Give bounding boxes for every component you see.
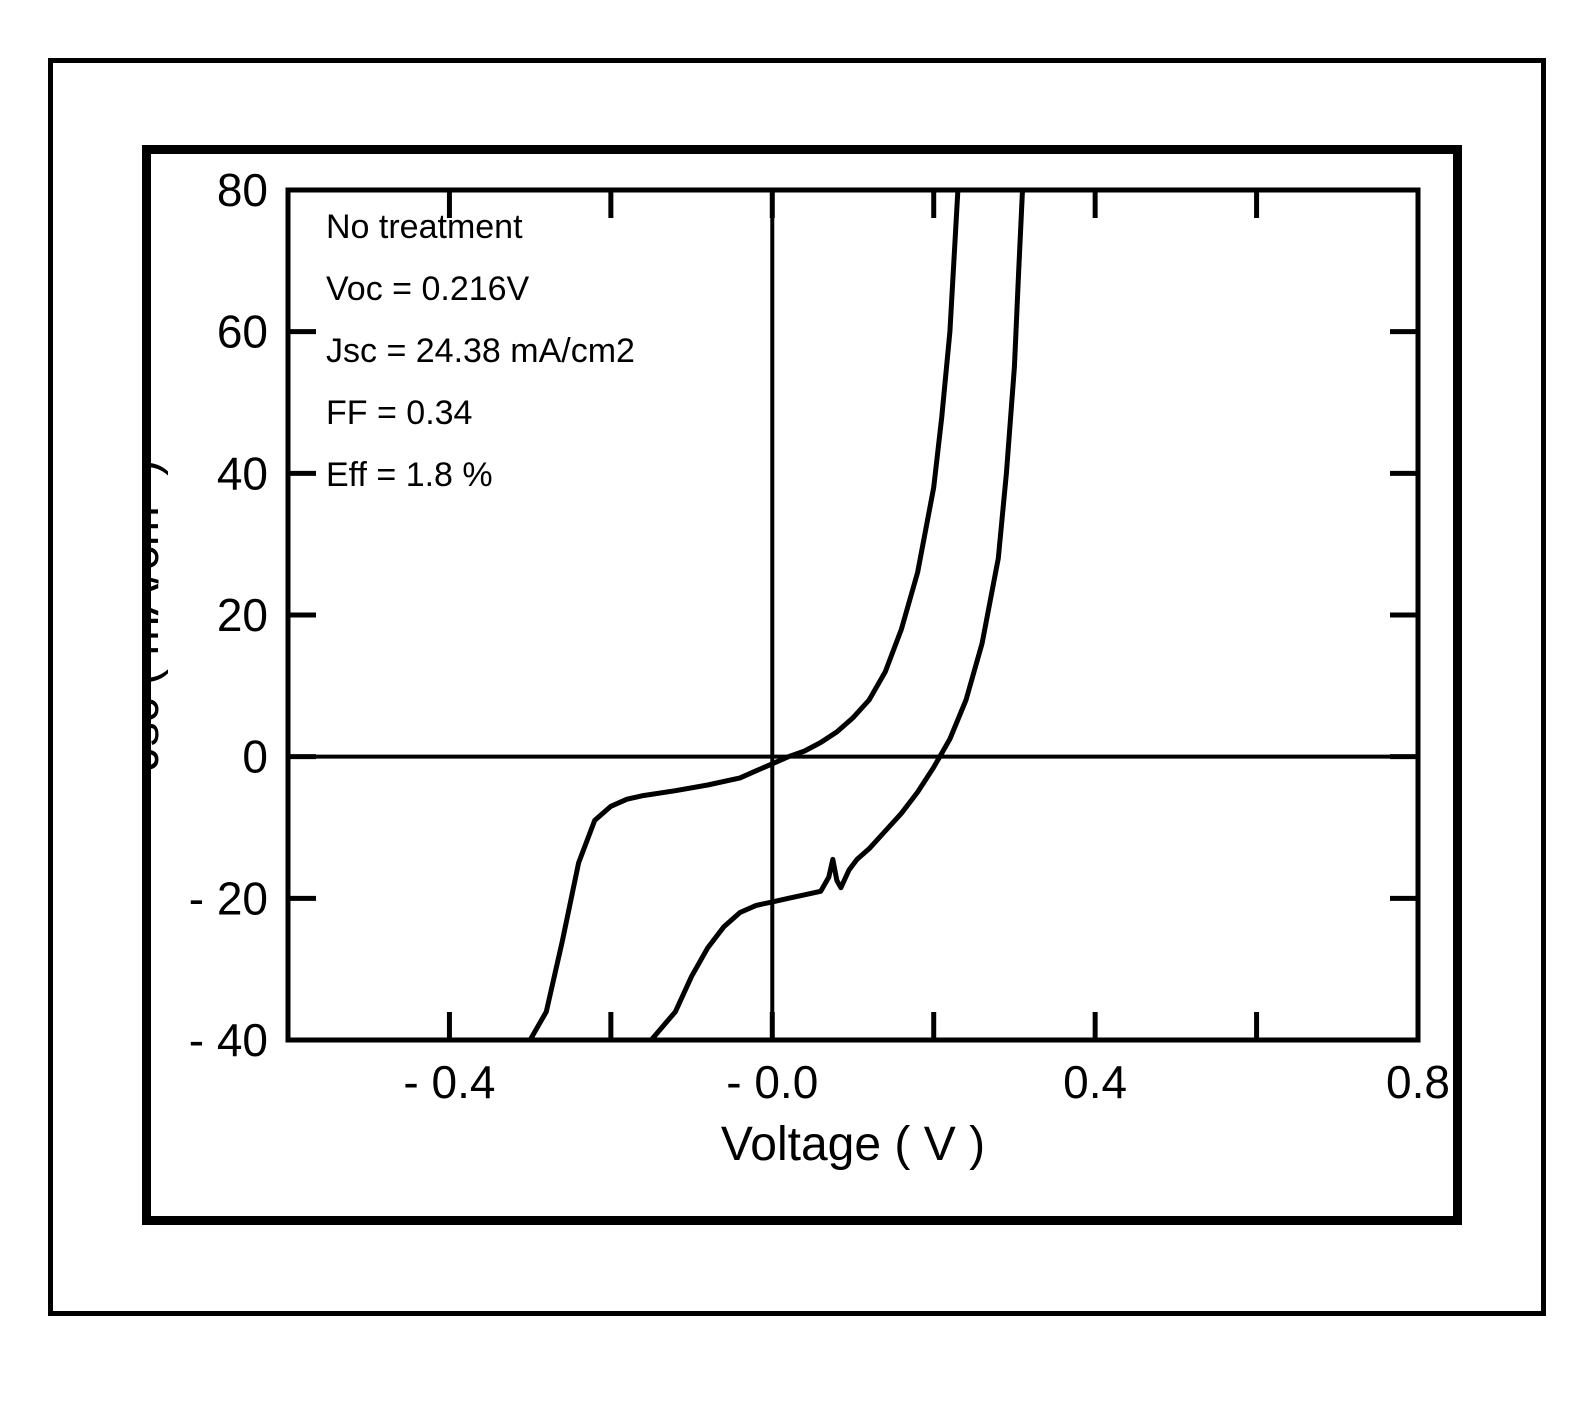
ylabel: Jsc ( mA/cm2 ) <box>151 460 169 771</box>
ytick-label: - 40 <box>189 1014 268 1066</box>
annotation-line: Voc = 0.216V <box>326 270 530 308</box>
xtick-label: 0.4 <box>1063 1056 1127 1108</box>
annotation-line: Jsc = 24.38 mA/cm2 <box>326 332 635 370</box>
annotation-line: FF = 0.34 <box>326 394 472 432</box>
ytick-label: 60 <box>217 306 268 358</box>
xtick-label: 0.8 <box>1386 1056 1450 1108</box>
ytick-label: 40 <box>217 447 268 499</box>
inner-frame: - 0.4 - 0.0 0.4 0.8 0 20 40 60 80 - 40 - 20 Voltage… <box>142 145 1462 1225</box>
jv-curve-light <box>288 190 1023 1054</box>
jv-chart: - 0.4 - 0.0 0.4 0.8 0 20 40 60 80 - 40 - 20 Voltage… <box>151 154 1471 1234</box>
ytick-label: 20 <box>217 589 268 641</box>
annotation-line: No treatment <box>326 208 523 246</box>
jv-curve-dark <box>288 190 958 1047</box>
annotation-line: Eff = 1.8 % <box>326 456 493 494</box>
xlabel: Voltage ( V ) <box>721 1118 985 1171</box>
ytick-label: - 20 <box>189 872 268 924</box>
ytick-label: 0 <box>242 731 268 783</box>
xtick-label: - 0.0 <box>726 1056 818 1108</box>
xtick-label: - 0.4 <box>403 1056 495 1108</box>
ytick-label: 80 <box>217 164 268 216</box>
